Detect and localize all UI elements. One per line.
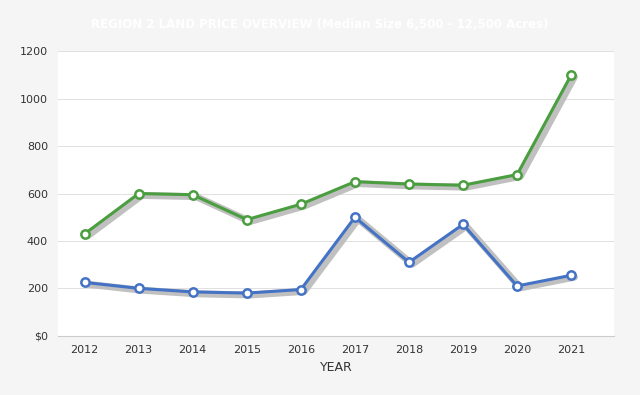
Text: REGION 2 LAND PRICE OVERVIEW (Median Size 6,500 - 12,500 Acres): REGION 2 LAND PRICE OVERVIEW (Median Siz…: [92, 18, 548, 31]
X-axis label: YEAR: YEAR: [319, 361, 353, 374]
